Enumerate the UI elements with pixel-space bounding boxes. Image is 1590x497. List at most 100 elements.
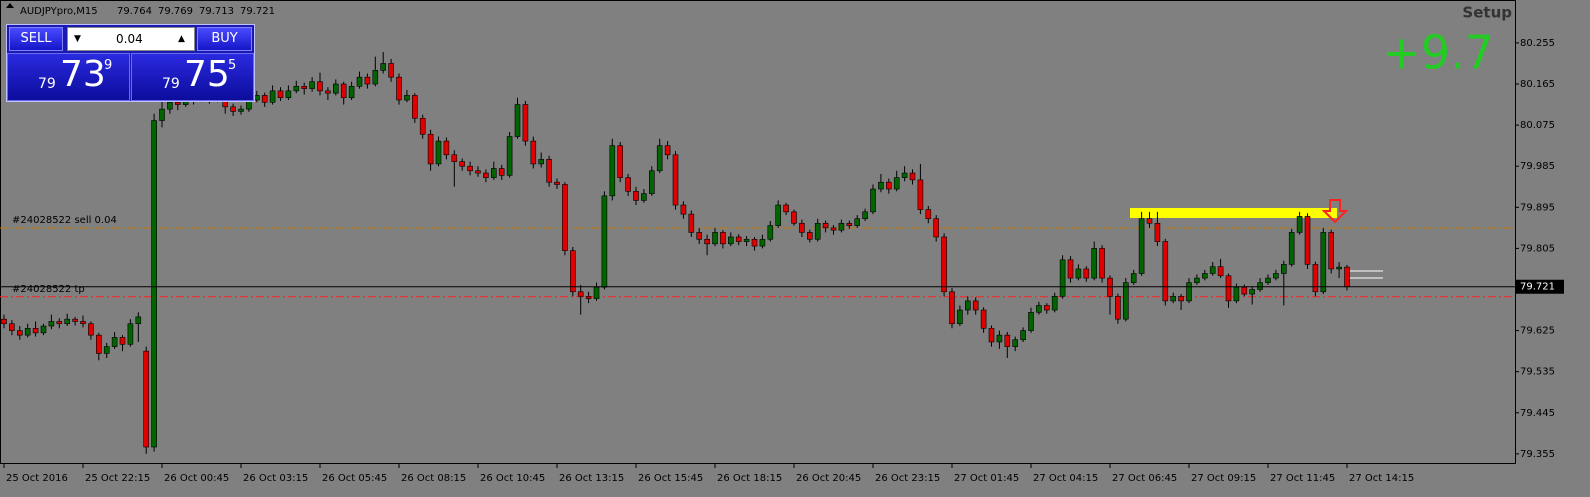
x-tick-label: 27 Oct 09:15 [1191,473,1256,484]
candle-body [957,309,963,325]
candle-body [933,218,940,238]
candle-body [261,95,268,103]
candle-body [514,104,521,137]
ask-price[interactable]: 79 75 5 [131,53,254,101]
candle-body [562,184,568,251]
x-tick-label: 26 Oct 20:45 [796,473,861,484]
y-tick-label: 79.535 [1520,367,1555,378]
candle-body [1130,273,1137,283]
candle-body [340,83,347,99]
candle-body [569,250,576,293]
candle-body [277,90,284,99]
candle-body [364,76,371,85]
low-value: 79.713 [199,6,234,17]
candle-body [80,321,86,325]
candle-body [475,170,481,174]
candle-body [1154,222,1161,242]
bid-pips: 73 [60,54,106,95]
bid-prefix: 79 [38,76,56,92]
candle-body [688,213,695,233]
candle-body [759,238,766,247]
lot-up[interactable]: ▲ [178,34,185,44]
x-tick-label: 27 Oct 14:15 [1349,473,1414,484]
candle-body [1075,268,1082,279]
candle-body [498,168,505,176]
candle-body [696,232,703,240]
y-tick-label: 79.895 [1520,202,1555,213]
sell-button[interactable]: SELL [9,27,63,51]
candle-body [427,133,434,165]
candle-body [135,316,142,325]
candle-body [822,222,829,229]
candle-body [380,63,387,71]
candle-body [1115,296,1121,320]
candle-body [980,309,987,329]
candle-body [988,328,995,343]
candle-body [111,337,118,347]
candle-body [325,90,331,94]
candle-body [1162,241,1169,302]
buy-button[interactable]: BUY [197,27,252,51]
x-tick-label: 25 Oct 2016 [6,473,68,484]
close-value: 79.721 [240,6,275,17]
lot-box[interactable]: ▼ 0.04 ▲ [67,27,195,51]
candle-body [1004,334,1011,347]
candle-body [1178,296,1184,302]
candle-body [625,177,631,192]
candle-body [230,106,236,112]
candle-body [964,300,971,311]
candle-body [40,325,47,334]
candle-body [1217,266,1224,277]
candle-body [159,108,165,121]
candle-body [1241,286,1248,295]
candle-body [791,211,797,224]
candle-body [293,85,300,92]
candle-body [32,328,39,334]
candle-body [483,172,489,178]
candle-body [878,181,884,190]
candle-body [1202,273,1208,279]
x-tick-label: 26 Oct 10:45 [480,473,545,484]
y-tick-label: 80.165 [1520,79,1555,90]
candle-body [617,145,624,178]
candle-body [1170,296,1176,302]
x-tick-label: 27 Oct 11:45 [1270,473,1335,484]
candle-body [238,108,244,112]
candle-body [909,172,916,181]
lot-down[interactable]: ▼ [74,34,81,44]
candle-body [996,334,1003,343]
trade-panel: SELL ▼ 0.04 ▲ BUY 79 73 9 79 75 5 [6,24,255,102]
signal-value: +9.7 [1382,26,1494,80]
y-tick-label: 79.985 [1520,161,1555,172]
candle-body [388,63,394,78]
x-tick-label: 26 Oct 00:45 [164,473,229,484]
candle-body [1099,248,1105,279]
lot-value[interactable]: 0.04 [116,32,143,46]
candle-body [799,222,805,233]
candle-body [459,161,466,167]
candle-body [901,172,908,178]
candle-body [546,159,552,183]
candle-body [285,90,292,99]
candle-body [648,170,655,194]
candle-body [1336,266,1342,270]
ask-prefix: 79 [162,76,180,92]
candle-body [870,188,876,213]
candle-body [672,154,679,206]
candle-body [862,211,868,220]
candle-body [941,236,947,293]
price-label: 79.721 [1520,282,1555,293]
symbol: AUDJPYpro,M15 [20,6,98,17]
candle-body [656,145,663,172]
candle-body [1304,216,1311,265]
candle-body [1257,282,1263,290]
y-tick-label: 79.805 [1520,243,1555,254]
candle-body [972,300,979,311]
candle-body [506,136,513,176]
candle-body [372,70,379,85]
x-tick-label: 27 Oct 06:45 [1112,473,1177,484]
candle-body [96,334,102,354]
bid-price[interactable]: 79 73 9 [7,53,130,101]
order-label: #24028522 tp [12,284,85,295]
